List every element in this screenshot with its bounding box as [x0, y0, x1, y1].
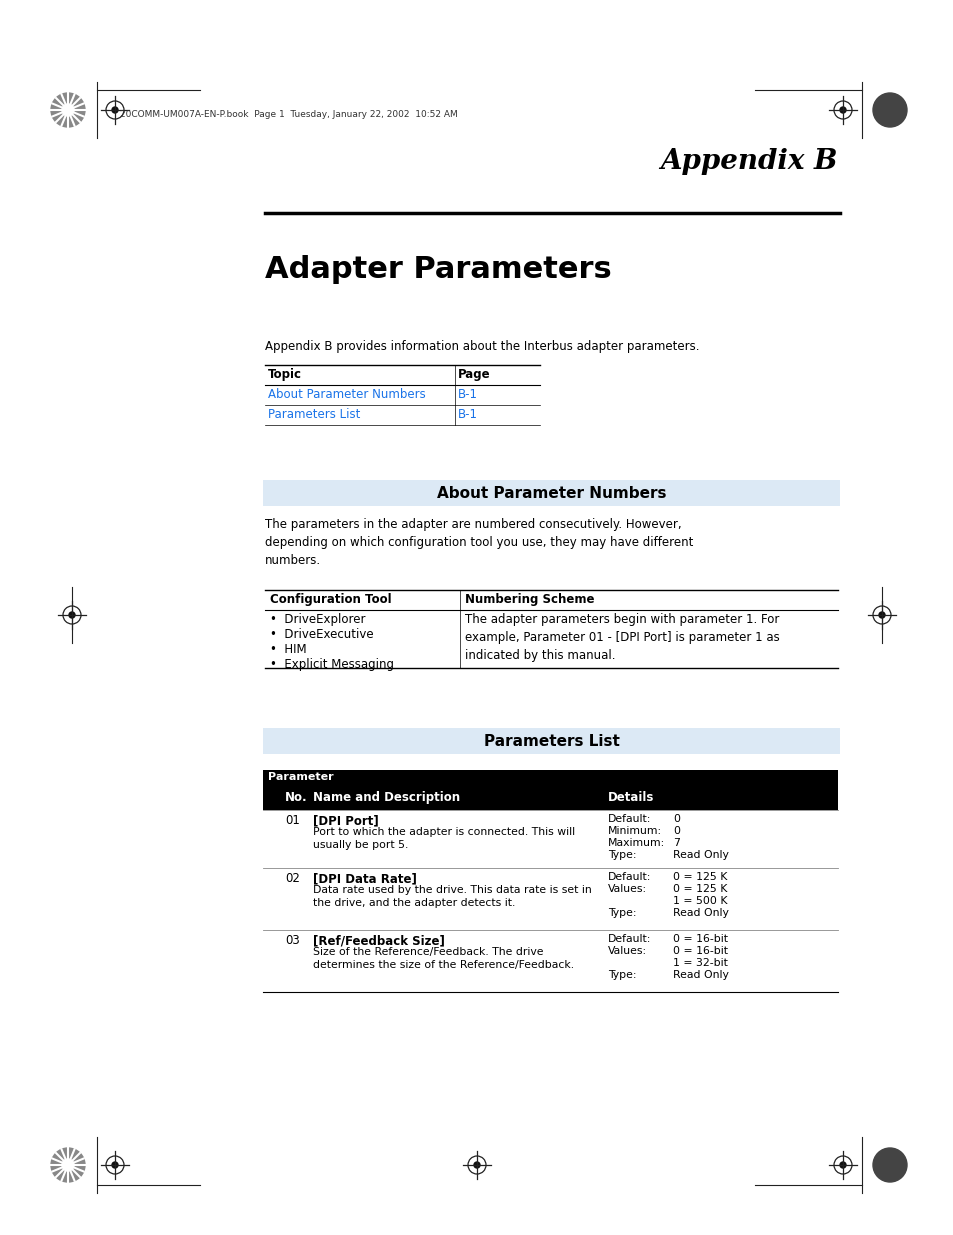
Text: •  Explicit Messaging: • Explicit Messaging: [270, 658, 394, 671]
Text: Read Only: Read Only: [672, 908, 728, 918]
Text: Default:: Default:: [607, 872, 651, 882]
Text: •  HIM: • HIM: [270, 643, 306, 656]
Text: 1 = 500 K: 1 = 500 K: [672, 897, 727, 906]
Text: Name and Description: Name and Description: [313, 790, 459, 804]
Text: 0 = 125 K: 0 = 125 K: [672, 884, 726, 894]
Circle shape: [112, 107, 118, 112]
Text: Type:: Type:: [607, 908, 636, 918]
Text: B-1: B-1: [457, 408, 477, 421]
Text: The adapter parameters begin with parameter 1. For
example, Parameter 01 - [DPI : The adapter parameters begin with parame…: [464, 613, 779, 662]
Text: Values:: Values:: [607, 946, 646, 956]
Circle shape: [840, 1162, 845, 1168]
Circle shape: [474, 1162, 479, 1168]
Text: Appendix B: Appendix B: [659, 148, 837, 175]
Text: 20COMM-UM007A-EN-P.book  Page 1  Tuesday, January 22, 2002  10:52 AM: 20COMM-UM007A-EN-P.book Page 1 Tuesday, …: [120, 110, 457, 119]
Text: About Parameter Numbers: About Parameter Numbers: [436, 485, 665, 500]
Text: Adapter Parameters: Adapter Parameters: [265, 254, 611, 284]
Text: Parameters List: Parameters List: [268, 408, 360, 421]
Text: [DPI Port]: [DPI Port]: [313, 814, 378, 827]
Text: Default:: Default:: [607, 934, 651, 944]
Circle shape: [872, 1149, 906, 1182]
Text: Default:: Default:: [607, 814, 651, 824]
Circle shape: [62, 104, 74, 116]
Bar: [263, 480, 840, 506]
Text: 7: 7: [672, 839, 679, 848]
Text: Topic: Topic: [268, 368, 302, 382]
Text: 1 = 32-bit: 1 = 32-bit: [672, 958, 727, 968]
Text: 0 = 16-bit: 0 = 16-bit: [672, 934, 727, 944]
Circle shape: [112, 1162, 118, 1168]
Text: Numbering Scheme: Numbering Scheme: [464, 593, 594, 606]
Text: •  DriveExplorer: • DriveExplorer: [270, 613, 365, 626]
Circle shape: [840, 107, 845, 112]
Text: 03: 03: [285, 934, 299, 947]
Text: Data rate used by the drive. This data rate is set in
the drive, and the adapter: Data rate used by the drive. This data r…: [313, 885, 591, 908]
Text: 0 = 16-bit: 0 = 16-bit: [672, 946, 727, 956]
Text: Port to which the adapter is connected. This will
usually be port 5.: Port to which the adapter is connected. …: [313, 827, 575, 850]
Bar: [263, 788, 837, 810]
Text: [Ref/Feedback Size]: [Ref/Feedback Size]: [313, 934, 444, 947]
Text: Appendix B provides information about the Interbus adapter parameters.: Appendix B provides information about th…: [265, 340, 699, 353]
Text: Maximum:: Maximum:: [607, 839, 664, 848]
Text: 0 = 125 K: 0 = 125 K: [672, 872, 726, 882]
Text: B-1: B-1: [457, 388, 477, 401]
Text: About Parameter Numbers: About Parameter Numbers: [268, 388, 425, 401]
Text: Type:: Type:: [607, 969, 636, 981]
Text: Type:: Type:: [607, 850, 636, 860]
Text: Minimum:: Minimum:: [607, 826, 661, 836]
Text: Details: Details: [607, 790, 654, 804]
Text: [DPI Data Rate]: [DPI Data Rate]: [313, 872, 416, 885]
Text: Size of the Reference/Feedback. The drive
determines the size of the Reference/F: Size of the Reference/Feedback. The driv…: [313, 947, 574, 971]
Circle shape: [69, 613, 75, 618]
Circle shape: [872, 93, 906, 127]
Text: Values:: Values:: [607, 884, 646, 894]
Bar: [263, 727, 840, 755]
Text: 02: 02: [285, 872, 299, 885]
Text: •  DriveExecutive: • DriveExecutive: [270, 629, 374, 641]
Text: Configuration Tool: Configuration Tool: [270, 593, 392, 606]
Circle shape: [878, 613, 884, 618]
Text: Read Only: Read Only: [672, 850, 728, 860]
Text: 0: 0: [672, 814, 679, 824]
Text: Parameters List: Parameters List: [483, 734, 618, 748]
Circle shape: [51, 1149, 85, 1182]
Text: Read Only: Read Only: [672, 969, 728, 981]
Text: Parameter: Parameter: [268, 772, 334, 782]
Circle shape: [51, 93, 85, 127]
Bar: [263, 769, 837, 788]
Text: 01: 01: [285, 814, 299, 827]
Text: 0: 0: [672, 826, 679, 836]
Text: No.: No.: [285, 790, 307, 804]
Text: Page: Page: [457, 368, 490, 382]
Circle shape: [62, 1160, 74, 1171]
Text: The parameters in the adapter are numbered consecutively. However,
depending on : The parameters in the adapter are number…: [265, 517, 693, 567]
